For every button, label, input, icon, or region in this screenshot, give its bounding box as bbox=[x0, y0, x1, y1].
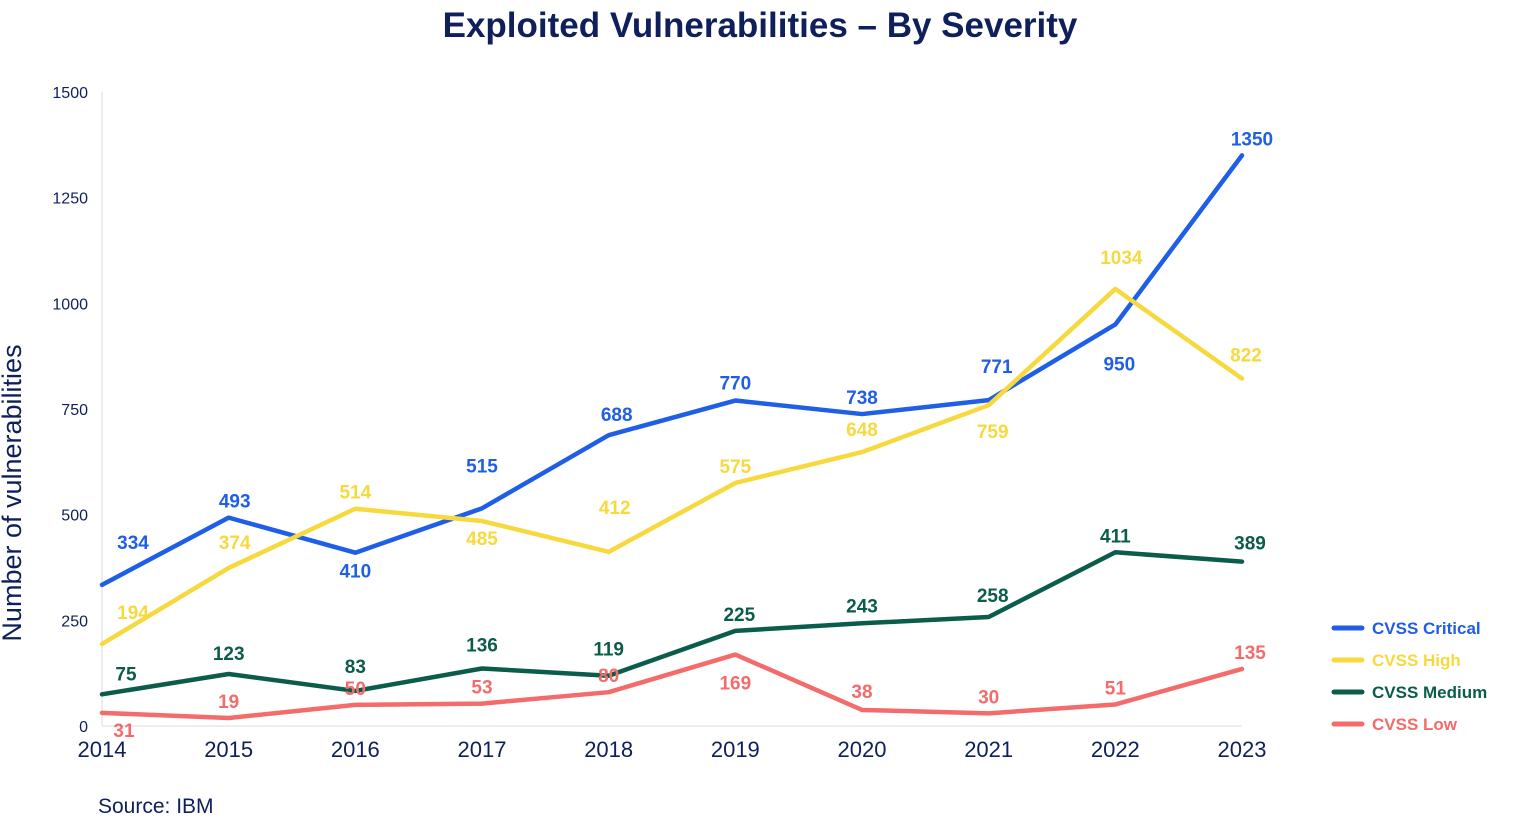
data-label: 194 bbox=[117, 603, 149, 624]
y-tick-label: 1000 bbox=[52, 296, 88, 313]
data-label: 83 bbox=[345, 657, 366, 678]
y-tick-label: 750 bbox=[61, 402, 88, 419]
data-label: 738 bbox=[846, 388, 878, 409]
x-tick-label: 2016 bbox=[331, 737, 380, 762]
data-label: 30 bbox=[978, 687, 999, 708]
data-label: 169 bbox=[719, 674, 751, 695]
data-label: 950 bbox=[1103, 354, 1135, 375]
x-tick-label: 2021 bbox=[964, 737, 1013, 762]
y-tick-label: 1250 bbox=[52, 191, 88, 208]
data-label: 410 bbox=[339, 562, 371, 583]
data-label: 759 bbox=[977, 422, 1009, 443]
data-label: 389 bbox=[1234, 534, 1266, 555]
legend-label: CVSS High bbox=[1372, 651, 1461, 670]
series-line-cvss-critical bbox=[99, 153, 1245, 588]
series-line-cvss-low bbox=[99, 652, 1245, 721]
source-note: Source: IBM bbox=[98, 795, 214, 818]
x-tick-label: 2022 bbox=[1091, 737, 1140, 762]
series-line-cvss-medium bbox=[99, 550, 1245, 697]
legend: CVSS Critical CVSS High CVSS Medium CVSS Lo… bbox=[1331, 619, 1487, 734]
data-label: 1350 bbox=[1231, 129, 1273, 150]
data-label: 123 bbox=[213, 644, 245, 665]
data-label: 514 bbox=[339, 483, 371, 504]
data-label: 31 bbox=[113, 721, 135, 742]
y-tick-label: 500 bbox=[61, 508, 88, 525]
x-tick-label: 2017 bbox=[458, 737, 507, 762]
data-label: 771 bbox=[981, 357, 1013, 378]
series-line-cvss-high bbox=[99, 286, 1245, 647]
y-tick-label: 250 bbox=[61, 613, 88, 630]
x-tick-label: 2019 bbox=[711, 737, 760, 762]
y-axis-label: Number of vulnerabilities bbox=[0, 344, 27, 641]
x-tick-label: 2014 bbox=[78, 737, 127, 762]
data-label: 688 bbox=[601, 405, 633, 426]
x-tick-label: 2015 bbox=[204, 737, 253, 762]
data-label: 19 bbox=[218, 692, 239, 713]
data-label: 136 bbox=[466, 636, 498, 657]
data-label: 38 bbox=[851, 682, 872, 703]
data-label: 51 bbox=[1105, 678, 1127, 699]
data-label: 1034 bbox=[1100, 248, 1143, 269]
data-label: 374 bbox=[219, 533, 251, 554]
data-label: 648 bbox=[846, 420, 878, 441]
data-label: 411 bbox=[1100, 526, 1131, 547]
data-label: 243 bbox=[846, 596, 878, 617]
y-tick-label: 0 bbox=[79, 719, 88, 736]
data-label: 135 bbox=[1234, 643, 1266, 664]
legend-label: CVSS Critical bbox=[1372, 619, 1481, 638]
data-label: 412 bbox=[599, 498, 631, 519]
chart-axes: 0 250 500 750 1000 1250 1500 2014 2015 2016 2017 20… bbox=[0, 85, 1266, 762]
data-label: 53 bbox=[471, 678, 492, 699]
data-label: 575 bbox=[719, 457, 751, 478]
data-label: 334 bbox=[117, 533, 149, 554]
y-tick-label: 1500 bbox=[52, 85, 88, 102]
data-label: 515 bbox=[466, 456, 498, 477]
x-tick-label: 2023 bbox=[1218, 737, 1267, 762]
data-label: 80 bbox=[598, 666, 619, 687]
x-tick-label: 2018 bbox=[584, 737, 633, 762]
data-label: 225 bbox=[723, 605, 755, 626]
data-label: 493 bbox=[219, 492, 251, 513]
x-tick-label: 2020 bbox=[838, 737, 887, 762]
data-label: 75 bbox=[115, 664, 137, 685]
legend-label: CVSS Low bbox=[1372, 715, 1458, 734]
data-label: 822 bbox=[1230, 346, 1262, 367]
data-label: 258 bbox=[977, 586, 1009, 607]
series-lines bbox=[99, 153, 1245, 721]
legend-label: CVSS Medium bbox=[1372, 683, 1487, 702]
data-label: 770 bbox=[719, 374, 751, 395]
chart-title: Exploited Vulnerabilities – By Severity bbox=[442, 6, 1078, 45]
data-label: 50 bbox=[345, 679, 366, 700]
data-label: 119 bbox=[593, 640, 624, 661]
data-label: 485 bbox=[466, 529, 498, 550]
